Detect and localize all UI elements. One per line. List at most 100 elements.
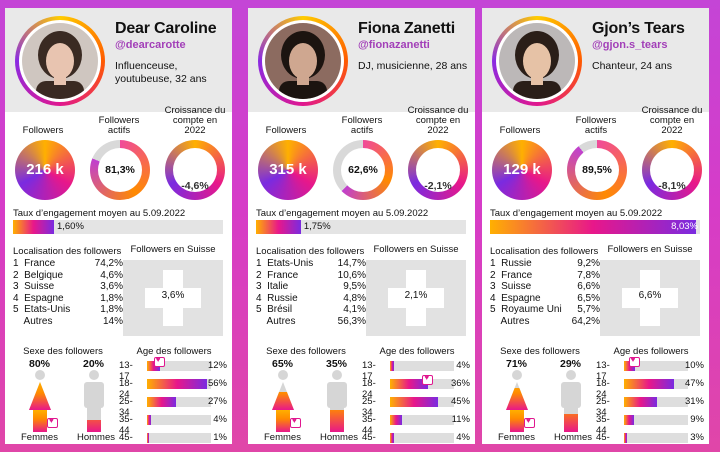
age-bar-fill	[624, 415, 634, 425]
suisse-panel: Followers en Suisse 2,1%	[366, 244, 466, 336]
age-row: 13-17 12%	[119, 355, 227, 382]
croissance-label: Croissance du compte en 2022	[641, 105, 703, 136]
list-item: Autres 14%	[13, 316, 123, 328]
list-item: 3 Suisse 3,6%	[13, 281, 123, 293]
age-bar-fill	[147, 379, 207, 389]
age-bar	[390, 373, 454, 389]
list-item: 1 Etats-Unis 14,7%	[256, 258, 366, 270]
age-range: 45-64	[119, 432, 133, 444]
femmes-percent: 80%	[29, 358, 51, 370]
country-name: 2 France	[490, 269, 533, 281]
profile-bio: Influenceuse, youtubeuse, 32 ans	[115, 60, 207, 85]
age-bar	[390, 433, 454, 443]
engagement-fill	[256, 220, 301, 234]
country-name: 5 Etats-Unis	[13, 304, 71, 315]
age-range: 13-17	[119, 360, 133, 382]
localisation-list: 1 France 74,2% 2 Belgique 4,6% 3 Suisse …	[13, 258, 123, 327]
country-percent: 64,2%	[571, 315, 600, 327]
list-item: Autres 56,3%	[256, 316, 366, 328]
profile-bio: DJ, musicienne, 28 ans	[358, 60, 468, 72]
suisse-value: 6,6%	[638, 290, 662, 301]
age-row: 13-17 10%	[596, 355, 704, 382]
list-item: 5 Etats-Unis 1,8%	[13, 304, 123, 316]
age-bar	[390, 415, 454, 425]
age-label: Age des followers	[379, 346, 455, 357]
country-name: 4 Espagne	[490, 292, 541, 304]
age-percent: 4%	[456, 360, 470, 371]
femmes-label: Femmes	[498, 432, 535, 443]
age-percent: 9%	[690, 414, 704, 425]
avatar-portrait-icon	[499, 23, 575, 99]
femmes-label: Femmes	[264, 432, 301, 443]
country-name: 2 France	[256, 269, 299, 281]
engagement-value: 8,03%	[671, 221, 698, 232]
engagement-bar: 8,03%	[490, 220, 700, 234]
avatar	[15, 16, 105, 106]
age-row: 45-64 1%	[119, 432, 227, 444]
engagement-value: 1,75%	[303, 221, 331, 232]
suisse-value: 2,1%	[404, 290, 428, 301]
age-range: 18-24	[362, 378, 376, 400]
croissance-badge: -8,1%	[642, 140, 702, 200]
age-label: Age des followers	[613, 346, 689, 357]
list-item: 3 Suisse 6,6%	[490, 281, 600, 293]
age-bar-fill	[390, 397, 438, 407]
country-name: 5 Brésil	[256, 304, 293, 315]
engagement-fill	[490, 220, 696, 234]
age-bar	[624, 415, 688, 425]
age-row: 18-24 47%	[596, 378, 704, 400]
age-percent: 47%	[684, 378, 704, 389]
croissance-badge: -4,6%	[165, 140, 225, 200]
male-figure-icon	[561, 370, 581, 432]
age-bar-fill	[624, 433, 628, 443]
age-percent: 10%	[684, 360, 704, 371]
age-bar	[624, 397, 688, 407]
followers-count: 129 k	[503, 161, 541, 178]
country-percent: 9,2%	[577, 258, 600, 269]
profile-name: Fiona Zanetti	[358, 20, 455, 37]
engagement-bar: 1,75%	[256, 220, 466, 234]
heart-icon	[524, 416, 535, 428]
age-row: 35-44 11%	[362, 414, 470, 436]
actifs-donut: 89,5%	[567, 140, 627, 200]
age-bar	[147, 397, 211, 407]
age-range: 45-64	[596, 432, 610, 444]
country-name: Autres	[490, 315, 530, 327]
age-bar	[147, 415, 211, 425]
avatar-portrait-icon	[22, 23, 98, 99]
croissance-badge: -2,1%	[408, 140, 468, 200]
male-figure-icon	[327, 370, 347, 432]
age-row: 45-64 4%	[362, 432, 470, 444]
age-bar-fill	[624, 379, 675, 389]
arrow-down-right-icon	[182, 151, 209, 178]
country-percent: 14,7%	[337, 258, 366, 269]
suisse-value: 3,6%	[161, 290, 185, 301]
croissance-value: -2,1%	[424, 180, 452, 192]
profile-name: Gjon’s Tears	[592, 20, 685, 37]
sexe-label: Sexe des followers	[500, 346, 580, 357]
country-name: 1 France	[13, 258, 56, 269]
localisation-label: Localisation des followers	[256, 246, 365, 257]
influencer-card: Gjon’s Tears @gjon.s_tears Chanteur, 24 …	[482, 8, 709, 444]
age-bar	[390, 397, 454, 407]
country-percent: 4,1%	[343, 304, 366, 315]
swiss-flag-icon: 3,6%	[123, 260, 223, 336]
profile-handle: @dearcarotte	[115, 39, 186, 51]
age-bar	[147, 379, 211, 389]
female-figure-icon	[272, 370, 294, 432]
sexe-label: Sexe des followers	[266, 346, 346, 357]
engagement-value: 1,60%	[56, 221, 84, 232]
age-row: 25-34 27%	[119, 396, 227, 418]
list-item: 4 Russie 4,8%	[256, 293, 366, 305]
country-percent: 1,8%	[100, 292, 123, 304]
country-percent: 4,8%	[343, 292, 366, 304]
suisse-panel: Followers en Suisse 3,6%	[123, 244, 223, 336]
country-name: 5 Royaume Uni	[490, 304, 562, 315]
hommes-percent: 35%	[326, 358, 348, 370]
followers-label: Followers	[265, 125, 307, 136]
followers-count: 315 k	[269, 161, 307, 178]
actifs-label: Followers actifs	[98, 115, 140, 136]
age-bar	[624, 433, 688, 443]
swiss-flag-icon: 2,1%	[366, 260, 466, 336]
age-row: 35-44 9%	[596, 414, 704, 436]
